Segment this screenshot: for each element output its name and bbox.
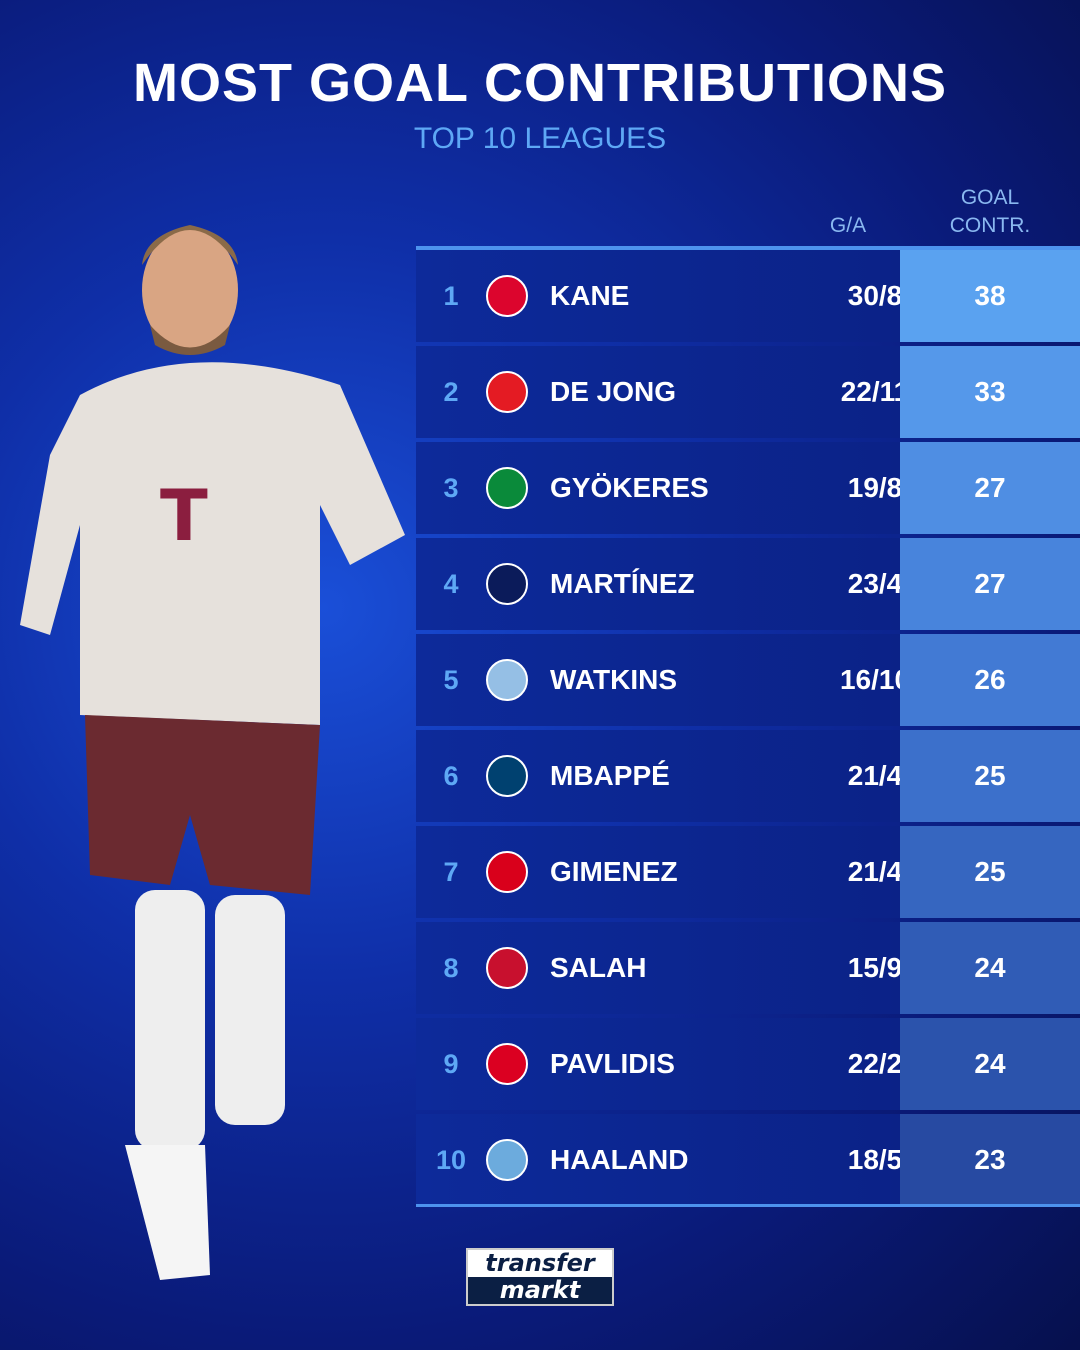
player-name: PAVLIDIS (550, 1048, 675, 1079)
goals-assists: 22/2 (847, 1048, 903, 1079)
transfermarkt-logo: transfer markt (466, 1248, 614, 1306)
table-row: 2 DE JONG 22/11 33 (416, 346, 1080, 438)
player-name: MBAPPÉ (550, 760, 670, 791)
table-bottom-divider (416, 1204, 1080, 1207)
goal-contributions: 26 (900, 634, 1080, 726)
club-crest-icon (486, 755, 528, 797)
table-top-divider (416, 246, 1080, 250)
goal-contributions: 25 (900, 826, 1080, 918)
rank: 10 (435, 1144, 467, 1175)
column-header-goal-contributions: GOAL CONTR. (949, 186, 1031, 237)
rank: 1 (443, 280, 459, 311)
club-crest-icon (486, 1139, 528, 1181)
rank: 6 (443, 760, 459, 791)
club-crest-icon (486, 1043, 528, 1085)
page-subtitle: TOP 10 LEAGUES (413, 122, 667, 155)
goals-assists: 16/10 (839, 664, 911, 695)
player-name: SALAH (550, 952, 647, 983)
goal-contributions: 24 (900, 1018, 1080, 1110)
goals-assists: 19/8 (847, 472, 903, 503)
goals-assists: 23/4 (847, 568, 903, 599)
rank: 9 (443, 1048, 459, 1079)
goal-contributions: 23 (900, 1114, 1080, 1206)
table-row: 5 WATKINS 16/10 26 (416, 634, 1080, 726)
table-row: 8 SALAH 15/9 24 (416, 922, 1080, 1014)
club-crest-icon (486, 371, 528, 413)
player-name: GIMENEZ (550, 856, 678, 887)
rank: 4 (443, 568, 459, 599)
table-row: 4 MARTÍNEZ 23/4 27 (416, 538, 1080, 630)
table-row: 9 PAVLIDIS 22/2 24 (416, 1018, 1080, 1110)
goals-assists: 21/4 (847, 856, 903, 887)
player-name: DE JONG (550, 376, 677, 407)
goal-contributions: 33 (900, 346, 1080, 438)
logo-text-bottom: markt (468, 1277, 612, 1304)
club-crest-icon (486, 275, 528, 317)
goals-assists: 30/8 (847, 280, 903, 311)
rank: 8 (443, 952, 459, 983)
goal-contributions: 27 (900, 538, 1080, 630)
table-row: 10 HAALAND 18/5 23 (416, 1114, 1080, 1206)
page-title: MOST GOAL CONTRIBUTIONS (133, 53, 947, 113)
player-name: HAALAND (550, 1144, 689, 1175)
table-row: 7 GIMENEZ 21/4 25 (416, 826, 1080, 918)
club-crest-icon (486, 659, 528, 701)
goal-contributions: 27 (900, 442, 1080, 534)
table-row: 6 MBAPPÉ 21/4 25 (416, 730, 1080, 822)
rank: 7 (443, 856, 459, 887)
rank: 5 (443, 664, 459, 695)
club-crest-icon (486, 563, 528, 605)
club-crest-icon (486, 851, 528, 893)
player-name: WATKINS (550, 664, 678, 695)
logo-text-top: transfer (468, 1250, 612, 1277)
player-name: GYÖKERES (550, 472, 709, 503)
player-image: T (20, 225, 405, 1280)
table-row: 3 GYÖKERES 19/8 27 (416, 442, 1080, 534)
goals-assists: 21/4 (847, 760, 903, 791)
rank: 3 (443, 472, 459, 503)
rank: 2 (443, 376, 459, 407)
club-crest-icon (486, 947, 528, 989)
goals-assists: 15/9 (847, 952, 903, 983)
table-row: 1 KANE 30/8 38 (416, 250, 1080, 342)
goals-assists: 22/11 (840, 376, 910, 407)
goal-contributions: 24 (900, 922, 1080, 1014)
player-name: MARTÍNEZ (550, 568, 695, 599)
svg-text:T: T (160, 475, 208, 557)
player-name: KANE (550, 280, 630, 311)
column-header-ga: G/A (829, 214, 867, 237)
club-crest-icon (486, 467, 528, 509)
goal-contributions: 25 (900, 730, 1080, 822)
goals-assists: 18/5 (847, 1144, 903, 1175)
goal-contributions: 38 (900, 250, 1080, 342)
